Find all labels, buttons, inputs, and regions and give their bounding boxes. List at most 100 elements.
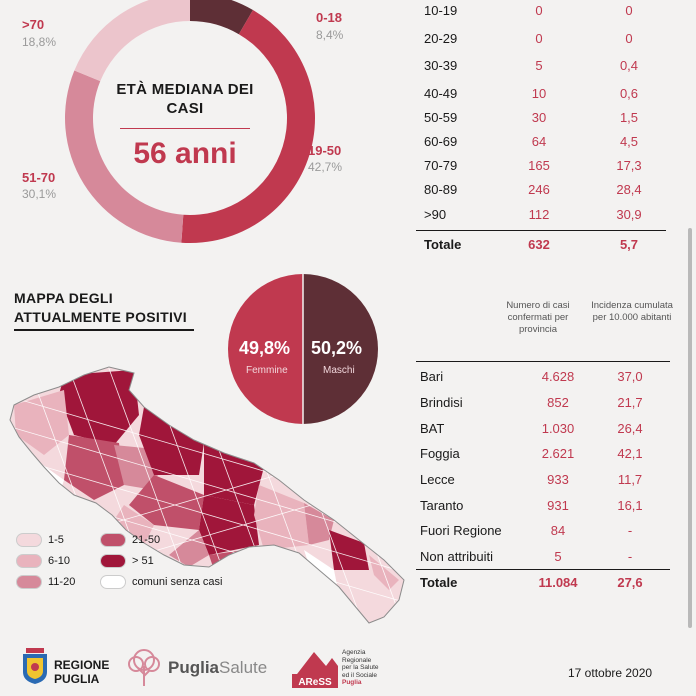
slice-female	[228, 274, 303, 424]
header-divider	[416, 361, 670, 362]
province-cases: 931	[547, 498, 569, 513]
legend-swatch-6-10	[16, 554, 42, 568]
report-date: 17 ottobre 2020	[568, 666, 653, 680]
table-row: 60-69 64 4,5	[424, 134, 664, 160]
table-total-row: Totale 11.084 27,6	[420, 575, 670, 599]
age-rate: 28,4	[616, 182, 642, 197]
aress-line4: ed il Sociale	[342, 671, 378, 679]
map-region-bari-south	[199, 495, 259, 555]
province-rate: 26,4	[617, 421, 643, 436]
province-name: Non attribuiti	[420, 549, 493, 564]
age-group: 80-89	[424, 182, 458, 197]
map-region-foggia-north	[59, 370, 139, 445]
legend-swatch-21-50	[100, 533, 126, 547]
aress-line3: per la Salute	[342, 664, 379, 671]
total-rate: 5,7	[619, 237, 639, 252]
table-row: 70-79 165 17,3	[424, 158, 664, 184]
donut-title: ETÀ MEDIANA DEI CASI	[116, 81, 254, 117]
province-name: Brindisi	[420, 395, 463, 410]
age-cases: 0	[535, 3, 543, 18]
map-region-bat	[139, 407, 204, 475]
province-rate: 11,7	[617, 472, 643, 487]
aress-line1: Agenzia	[342, 649, 366, 656]
age-cases: 5	[535, 58, 543, 73]
province-rate: -	[627, 549, 633, 564]
gender-pie-chart	[228, 274, 378, 424]
table-row: Fuori Regione 84 -	[420, 523, 670, 547]
age-group: 20-29	[424, 31, 458, 46]
total-label: Totale	[420, 575, 458, 590]
province-cases: 5	[554, 549, 562, 564]
province-name: Foggia	[420, 446, 460, 461]
map-region-brindisi-city	[304, 503, 334, 545]
salute-word: Salute	[219, 658, 268, 677]
legend-label-1-5: 1-5	[48, 534, 64, 546]
regione-line1: REGIONE	[54, 658, 110, 672]
slice-pct-19-50: 42,7%	[308, 160, 343, 174]
province-cases: 852	[547, 395, 569, 410]
total-rate: 27,6	[617, 575, 643, 590]
province-rate: 16,1	[617, 498, 643, 513]
legend-label-11-20: 11-20	[48, 576, 76, 588]
age-cases: 0	[535, 31, 543, 46]
age-cases: 112	[528, 207, 550, 222]
age-rate: 1,5	[619, 110, 639, 125]
map-region-foggia-west	[14, 390, 69, 455]
table-row: Bari 4.628 37,0	[420, 369, 670, 393]
legend-swatch-1-5	[16, 533, 42, 547]
scrollbar[interactable]	[688, 228, 692, 628]
female-label: Femmine	[246, 365, 288, 376]
age-group: 60-69	[424, 134, 458, 149]
map-outline	[9, 366, 405, 624]
median-age-value: 56 anni	[133, 137, 237, 170]
male-pct: 50,2%	[311, 338, 363, 358]
age-rate: 0,6	[619, 86, 639, 101]
age-cases: 64	[531, 134, 547, 149]
puglia-word: Puglia	[168, 658, 220, 677]
header-incidence: Incidenza cumulata per 10.000 abitanti	[591, 300, 673, 323]
province-rate: 21,7	[617, 395, 643, 410]
province-name: Fuori Regione	[420, 523, 502, 538]
province-name: Taranto	[420, 498, 464, 513]
province-cases: 933	[547, 472, 569, 487]
table-row: BAT 1.030 26,4	[420, 421, 670, 445]
province-rate: 42,1	[617, 446, 643, 461]
table-row: 40-49 10 0,6	[424, 86, 664, 112]
slice-pct-51-70: 30,1%	[22, 187, 57, 201]
donut-center: ETÀ MEDIANA DEI CASI 56 anni	[100, 80, 270, 171]
total-label: Totale	[424, 237, 462, 252]
donut-slice-19-50	[181, 10, 316, 244]
legend-label-6-10: 6-10	[48, 555, 71, 567]
table-row: 30-39 5 0,4	[424, 58, 664, 84]
age-cases: 10	[531, 86, 547, 101]
province-rate: -	[627, 523, 633, 538]
donut-slice-0-18	[190, 0, 253, 35]
total-divider	[416, 569, 670, 570]
province-name: Bari	[420, 369, 444, 384]
puglia-salute-wordmark: PugliaSalute	[168, 658, 267, 678]
map-region-taranto-north	[169, 530, 209, 567]
age-rate: 30,9	[616, 207, 642, 222]
total-cases: 632	[528, 237, 550, 252]
table-row: Foggia 2.621 42,1	[420, 446, 670, 470]
aress-logo-text: AReSS	[298, 677, 332, 688]
legend-swatch-11-20	[16, 575, 42, 589]
map-region-brindisi	[254, 485, 309, 550]
table-row: Brindisi 852 21,7	[420, 395, 670, 419]
map-region-bari-north	[204, 443, 264, 505]
regione-puglia-shield-icon	[23, 648, 47, 684]
age-rate: 0,4	[619, 58, 639, 73]
province-name: Lecce	[420, 472, 455, 487]
aress-logo-icon: AReSS	[292, 652, 338, 688]
slice-label-over-70: >70	[22, 17, 45, 32]
map-title-line1: MAPPA DEGLI	[14, 290, 113, 306]
age-cases: 30	[531, 110, 547, 125]
age-group: 40-49	[424, 86, 458, 101]
age-group: >90	[424, 207, 447, 222]
legend-label-over-51: > 51	[132, 555, 154, 567]
table-row: Lecce 933 11,7	[420, 472, 670, 496]
puglia-salute-tree-icon	[128, 649, 160, 686]
age-group: 30-39	[424, 58, 458, 73]
age-rate: 17,3	[616, 158, 642, 173]
map-title-underline	[14, 329, 194, 331]
